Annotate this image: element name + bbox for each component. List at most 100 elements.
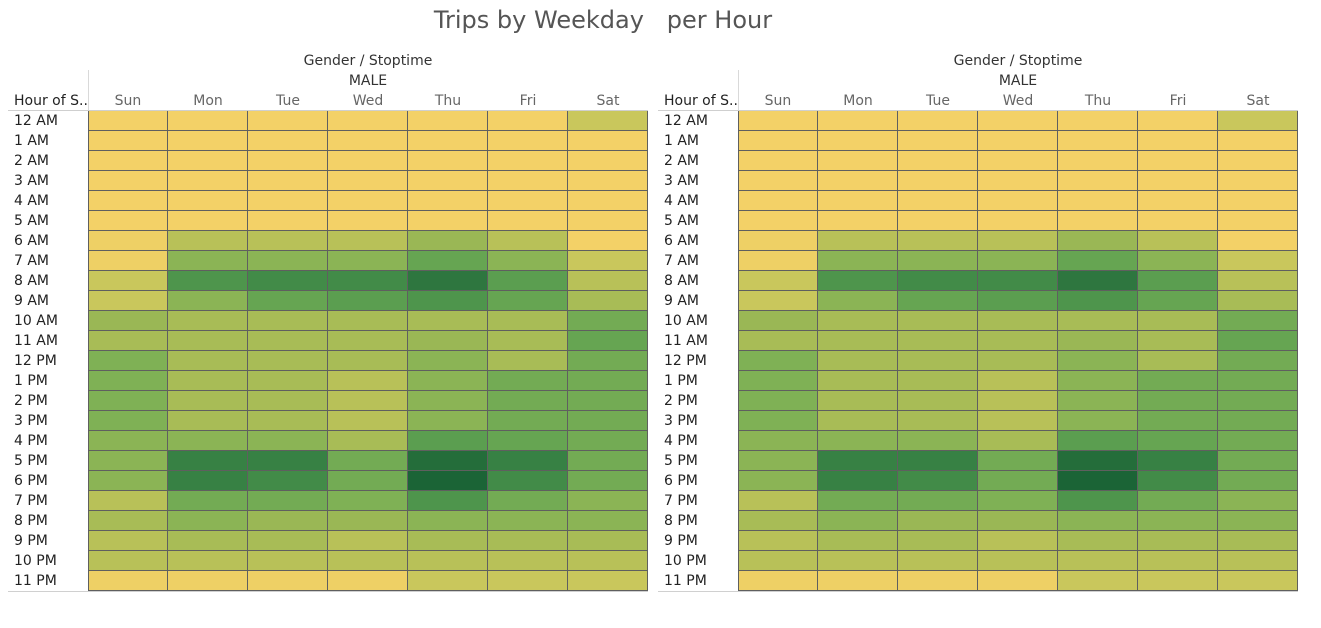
heatmap-cell[interactable] [408,491,488,511]
heatmap-cell[interactable] [1218,231,1298,251]
heatmap-cell[interactable] [898,311,978,331]
heatmap-cell[interactable] [88,551,168,571]
heatmap-cell[interactable] [88,371,168,391]
heatmap-cell[interactable] [1138,251,1218,271]
heatmap-cell[interactable] [488,451,568,471]
heatmap-cell[interactable] [738,271,818,291]
heatmap-cell[interactable] [1218,351,1298,371]
heatmap-cell[interactable] [568,131,648,151]
heatmap-cell[interactable] [328,411,408,431]
heatmap-cell[interactable] [1138,571,1218,591]
heatmap-cell[interactable] [738,571,818,591]
heatmap-cell[interactable] [978,211,1058,231]
heatmap-cell[interactable] [818,531,898,551]
heatmap-cell[interactable] [1058,451,1138,471]
heatmap-cell[interactable] [408,411,488,431]
heatmap-cell[interactable] [88,511,168,531]
heatmap-cell[interactable] [1058,371,1138,391]
heatmap-cell[interactable] [1218,511,1298,531]
heatmap-cell[interactable] [738,291,818,311]
heatmap-cell[interactable] [408,151,488,171]
heatmap-cell[interactable] [488,571,568,591]
heatmap-cell[interactable] [818,211,898,231]
heatmap-cell[interactable] [1138,471,1218,491]
heatmap-cell[interactable] [898,451,978,471]
heatmap-cell[interactable] [168,331,248,351]
heatmap-cell[interactable] [408,131,488,151]
heatmap-cell[interactable] [408,431,488,451]
heatmap-cell[interactable] [978,191,1058,211]
heatmap-cell[interactable] [568,511,648,531]
heatmap-cell[interactable] [568,571,648,591]
heatmap-cell[interactable] [1138,551,1218,571]
heatmap-cell[interactable] [248,131,328,151]
heatmap-cell[interactable] [978,431,1058,451]
heatmap-cell[interactable] [568,391,648,411]
heatmap-cell[interactable] [818,331,898,351]
heatmap-cell[interactable] [978,351,1058,371]
heatmap-cell[interactable] [488,551,568,571]
heatmap-cell[interactable] [488,111,568,131]
heatmap-cell[interactable] [88,351,168,371]
heatmap-cell[interactable] [248,231,328,251]
heatmap-cell[interactable] [978,371,1058,391]
heatmap-cell[interactable] [978,271,1058,291]
heatmap-cell[interactable] [568,191,648,211]
heatmap-cell[interactable] [1218,571,1298,591]
heatmap-cell[interactable] [248,571,328,591]
heatmap-cell[interactable] [898,571,978,591]
heatmap-cell[interactable] [738,511,818,531]
heatmap-cell[interactable] [408,551,488,571]
heatmap-cell[interactable] [1058,491,1138,511]
heatmap-cell[interactable] [408,251,488,271]
heatmap-cell[interactable] [1058,311,1138,331]
heatmap-cell[interactable] [1138,151,1218,171]
heatmap-cell[interactable] [168,111,248,131]
heatmap-cell[interactable] [818,431,898,451]
heatmap-cell[interactable] [408,391,488,411]
heatmap-cell[interactable] [1058,231,1138,251]
heatmap-cell[interactable] [1138,291,1218,311]
heatmap-cell[interactable] [898,531,978,551]
heatmap-cell[interactable] [818,111,898,131]
heatmap-cell[interactable] [898,511,978,531]
heatmap-cell[interactable] [488,211,568,231]
heatmap-cell[interactable] [328,211,408,231]
heatmap-cell[interactable] [168,411,248,431]
heatmap-cell[interactable] [1058,431,1138,451]
heatmap-cell[interactable] [88,331,168,351]
heatmap-cell[interactable] [898,431,978,451]
heatmap-cell[interactable] [568,491,648,511]
heatmap-cell[interactable] [738,311,818,331]
heatmap-cell[interactable] [978,511,1058,531]
heatmap-cell[interactable] [1058,151,1138,171]
heatmap-cell[interactable] [898,271,978,291]
heatmap-cell[interactable] [978,551,1058,571]
heatmap-cell[interactable] [738,451,818,471]
heatmap-cell[interactable] [818,351,898,371]
heatmap-cell[interactable] [168,291,248,311]
heatmap-cell[interactable] [1058,211,1138,231]
heatmap-cell[interactable] [488,491,568,511]
heatmap-cell[interactable] [978,131,1058,151]
heatmap-cell[interactable] [1138,271,1218,291]
heatmap-cell[interactable] [738,251,818,271]
heatmap-cell[interactable] [88,291,168,311]
heatmap-cell[interactable] [168,311,248,331]
heatmap-cell[interactable] [168,511,248,531]
heatmap-cell[interactable] [248,511,328,531]
heatmap-cell[interactable] [1138,451,1218,471]
heatmap-cell[interactable] [168,271,248,291]
heatmap-cell[interactable] [488,251,568,271]
heatmap-cell[interactable] [898,411,978,431]
heatmap-cell[interactable] [488,191,568,211]
heatmap-cell[interactable] [898,151,978,171]
heatmap-cell[interactable] [738,211,818,231]
heatmap-cell[interactable] [738,551,818,571]
heatmap-cell[interactable] [738,371,818,391]
heatmap-cell[interactable] [1058,471,1138,491]
heatmap-cell[interactable] [818,511,898,531]
heatmap-cell[interactable] [328,291,408,311]
heatmap-cell[interactable] [1138,431,1218,451]
heatmap-cell[interactable] [1138,111,1218,131]
